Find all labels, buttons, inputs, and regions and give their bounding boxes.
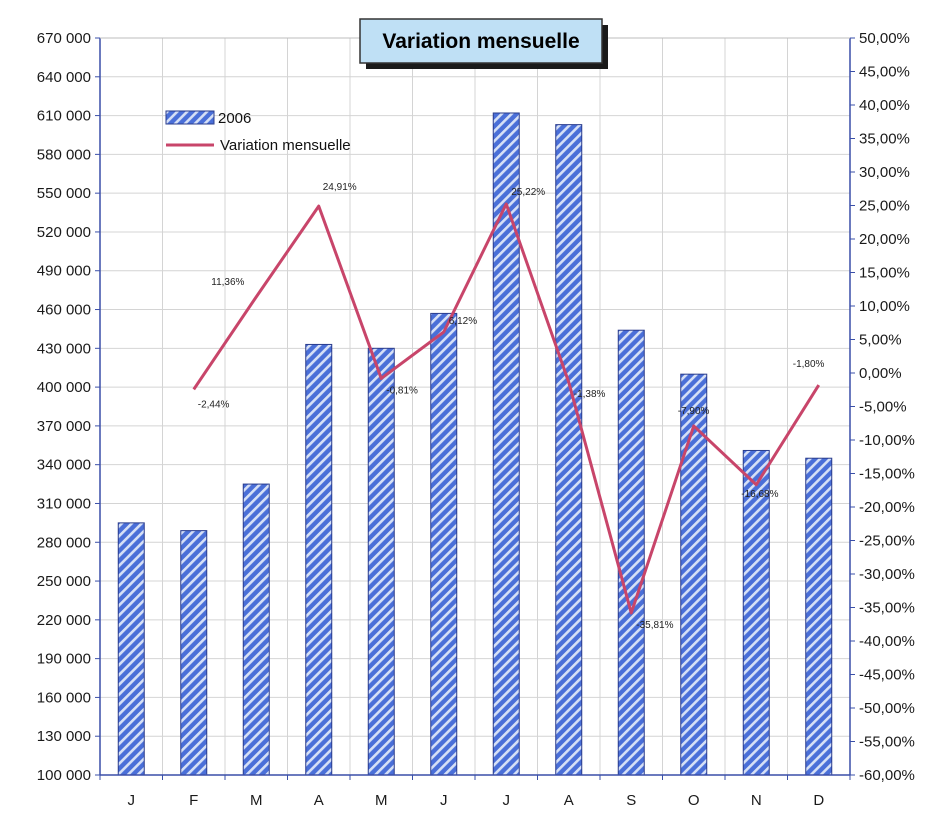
chart-title-box: Variation mensuelle: [359, 18, 608, 69]
y-left-tick-label: 250 000: [37, 573, 91, 590]
x-tick-label: J: [440, 792, 448, 809]
data-label-variation: -0,81%: [386, 385, 418, 396]
bar-2006: [117, 522, 145, 776]
y-left-tick-label: 220 000: [37, 612, 91, 629]
y-left-tick-label: 670 000: [37, 30, 91, 47]
y-left-tick-label: 130 000: [37, 728, 91, 745]
y-left-tick-label: 490 000: [37, 263, 91, 280]
x-tick-label: S: [626, 792, 636, 809]
y-right-tick-label: -50,00%: [859, 700, 915, 717]
data-label-variation: 11,36%: [211, 277, 244, 288]
bar-2006: [242, 483, 270, 776]
y-right-tick-label: 35,00%: [859, 131, 910, 148]
x-tick-label: M: [250, 792, 263, 809]
bar-2006: [180, 530, 208, 776]
x-tick-label: O: [688, 792, 700, 809]
y-left-tick-label: 550 000: [37, 185, 91, 202]
y-right-tick-label: -55,00%: [859, 734, 915, 751]
y-left-tick-label: 370 000: [37, 418, 91, 435]
data-label-variation: -1,38%: [574, 389, 606, 400]
y-right-tick-label: -15,00%: [859, 466, 915, 483]
y-right-tick-label: -20,00%: [859, 499, 915, 516]
y-right-tick-label: 40,00%: [859, 97, 910, 114]
y-right-tick-label: -10,00%: [859, 432, 915, 449]
data-labels: -2,44% 11,36% 24,91% -0,81% 6,12% 25,22% -1,38…: [198, 182, 825, 631]
y-left-tick-label: 520 000: [37, 224, 91, 241]
x-tick-label: A: [564, 792, 574, 809]
y-left-tick-label: 460 000: [37, 302, 91, 319]
data-label-variation: 6,12%: [449, 316, 477, 327]
x-tick-label: N: [751, 792, 762, 809]
data-label-variation: -16,68%: [741, 489, 778, 500]
legend-swatch-2006: [165, 110, 215, 125]
y-left-tick-label: 580 000: [37, 146, 91, 163]
y-left-tick-label: 640 000: [37, 69, 91, 86]
data-label-variation: -1,80%: [793, 359, 825, 370]
data-label-variation: 24,91%: [323, 182, 357, 193]
y-right-tick-label: -5,00%: [859, 399, 907, 416]
x-tick-label: M: [375, 792, 388, 809]
y-right-tick-label: 10,00%: [859, 298, 910, 315]
bar-2006: [617, 329, 645, 776]
axes: 100 000 130 000 160 000 190 000 220 000 250 0…: [37, 30, 915, 809]
chart-title: Variation mensuelle: [382, 30, 579, 53]
y-right-tick-label: 5,00%: [859, 332, 902, 349]
y-left-tick-label: 400 000: [37, 379, 91, 396]
data-label-variation: 25,22%: [511, 187, 545, 198]
bar-2006: [430, 312, 458, 776]
legend-label-variation: Variation mensuelle: [220, 137, 351, 154]
bar-2006: [555, 124, 583, 776]
y-right-tick-label: 0,00%: [859, 365, 902, 382]
x-tick-label: F: [189, 792, 198, 809]
bar-series-2006: [117, 112, 833, 776]
y-right-tick-label: 25,00%: [859, 198, 910, 215]
y-right-tick-label: -45,00%: [859, 667, 915, 684]
x-tick-label: A: [314, 792, 324, 809]
y-left-tick-label: 280 000: [37, 534, 91, 551]
y-left-tick-label: 610 000: [37, 108, 91, 125]
y-right-tick-label: 15,00%: [859, 265, 910, 282]
line-variation-mensuelle: [192, 202, 821, 615]
y-right-tick-label: -40,00%: [859, 633, 915, 650]
y-right-tick-label: 45,00%: [859, 64, 910, 81]
bar-2006: [492, 112, 520, 776]
legend-label-2006: 2006: [218, 110, 251, 127]
x-tick-label: D: [813, 792, 824, 809]
y-left-tick-label: 160 000: [37, 689, 91, 706]
bar-2006: [305, 343, 333, 776]
y-left-tick-label: 310 000: [37, 495, 91, 512]
y-right-tick-label: -25,00%: [859, 533, 915, 550]
legend: 2006 Variation mensuelle: [165, 110, 351, 154]
x-tick-label: J: [503, 792, 511, 809]
x-tick-label: J: [128, 792, 136, 809]
y-left-tick-label: 340 000: [37, 457, 91, 474]
y-left-tick-label: 430 000: [37, 340, 91, 357]
data-label-variation: -35,81%: [636, 620, 673, 631]
y-right-tick-label: -30,00%: [859, 566, 915, 583]
y-right-tick-label: -35,00%: [859, 600, 915, 617]
data-label-variation: -7,90%: [678, 406, 710, 417]
y-right-tick-label: 20,00%: [859, 231, 910, 248]
y-right-tick-label: -60,00%: [859, 767, 915, 784]
bar-2006: [805, 457, 833, 776]
y-right-tick-label: 50,00%: [859, 30, 910, 47]
y-left-tick-label: 190 000: [37, 651, 91, 668]
data-label-variation: -2,44%: [198, 399, 230, 410]
bar-2006: [680, 373, 708, 776]
y-right-tick-label: 30,00%: [859, 164, 910, 181]
bar-2006: [367, 347, 395, 776]
y-left-tick-label: 100 000: [37, 767, 91, 784]
line-series-variation: [192, 202, 821, 615]
